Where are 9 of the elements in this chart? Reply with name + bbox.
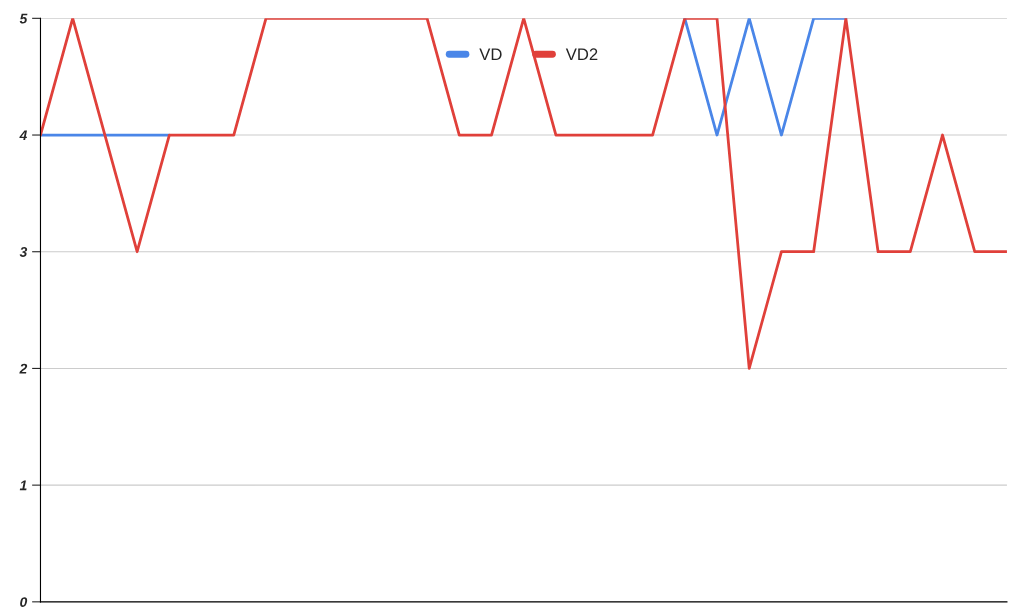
y-tick-label: 3 [19,247,28,257]
legend-label: VD [479,48,502,60]
y-tick-label: 2 [19,363,28,374]
y-tick-label: 1 [19,480,27,491]
y-tick-label: 5 [19,13,28,24]
y-tick-label: 4 [19,130,28,141]
line-series [40,18,1007,370]
y-tick-label: 0 [20,597,28,607]
legend-label: VD2 [565,48,598,60]
